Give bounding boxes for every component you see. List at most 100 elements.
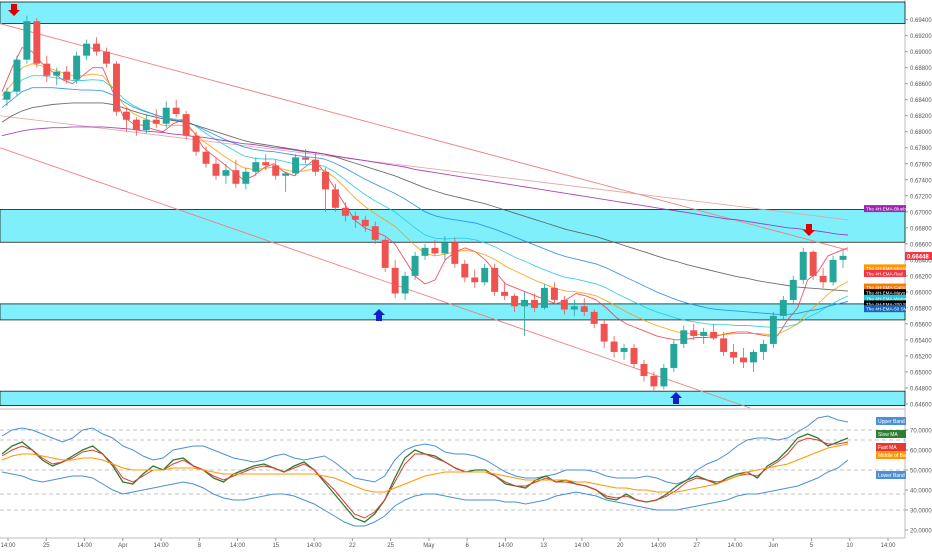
candle-body: [23, 21, 31, 60]
price-tick-label: 0.65600: [910, 322, 932, 328]
price-tick-label: 0.67200: [910, 194, 932, 200]
osc-tick-label: 20.00000: [910, 529, 932, 535]
candle-body: [381, 239, 389, 268]
candle-body: [222, 170, 230, 176]
candle-body: [242, 171, 250, 184]
time-tick-label: 14:00: [77, 543, 93, 549]
time-tick-label: 25: [387, 543, 394, 549]
ma-label-badge: [864, 289, 906, 297]
candle-body: [590, 311, 598, 324]
price-tick-label: 0.68400: [910, 98, 932, 104]
osc-legend-badge: [876, 430, 906, 438]
zone-band: [0, 209, 906, 243]
candle-body: [421, 247, 429, 256]
candle-body: [809, 251, 817, 276]
candle-body: [232, 170, 240, 184]
oscillator-legend: Upper Band Slow MA Fast MA Middle of Bands L…: [876, 417, 914, 479]
osc-tick-label: 40.00000: [910, 489, 932, 495]
price-axis: 0.69400 0.69200 0.69000 0.68800 0.68600 0.684…: [905, 18, 932, 408]
candle-body: [700, 331, 708, 336]
candle-body: [560, 299, 568, 310]
osc-legend-badge: [876, 417, 906, 425]
candle-body: [730, 351, 738, 358]
ma-label-text: The 4H-EMA-Carrot: [866, 285, 908, 290]
candle-body: [292, 157, 300, 174]
candle-body: [272, 165, 280, 176]
time-tick-label: 14:00: [727, 543, 743, 549]
signal-arrows: [8, 4, 815, 404]
candle-body: [83, 43, 91, 56]
ma-line: [1, 75, 849, 329]
price-tick-label: 0.69400: [910, 18, 932, 24]
candle-body: [351, 215, 359, 220]
candle-body: [749, 351, 757, 363]
candle-body: [680, 330, 688, 344]
candle-body: [252, 162, 260, 172]
price-tick-label: 0.64800: [910, 386, 932, 392]
current-price-badge: [905, 252, 932, 261]
candle-body: [630, 347, 638, 364]
time-tick-label: 13: [540, 543, 547, 549]
zone-band: [0, 390, 906, 406]
time-tick-label: May: [423, 543, 434, 549]
time-tick-label: 14:00: [0, 543, 16, 549]
candle-body: [759, 343, 767, 352]
ma-label-text: The 4H-EMA-Water: [866, 296, 907, 301]
osc-legend-text: Slow MA: [878, 432, 898, 438]
price-tick-label: 0.68600: [910, 82, 932, 88]
candle-body: [361, 219, 369, 227]
ma-label-badge: [864, 205, 906, 213]
trendlines: [0, 23, 849, 409]
candle-body: [3, 91, 11, 100]
trendline-mid: [0, 115, 849, 221]
osc-line: [1, 443, 849, 493]
price-tick-label: 0.65400: [910, 338, 932, 344]
ma-line: [1, 102, 849, 292]
osc-legend-text: Fast MA: [878, 445, 897, 451]
candle-body: [530, 299, 538, 308]
oscillator-series: [1, 415, 849, 527]
candle-body: [33, 21, 41, 64]
candle-body: [471, 277, 479, 283]
ma-label-badge: [864, 305, 906, 313]
candle-body: [122, 111, 130, 120]
candle-body: [262, 162, 270, 166]
price-tick-label: 0.65800: [910, 306, 932, 312]
oscillator-axis: 70.00000 60.00000 50.00000 40.00000 30.00000…: [905, 429, 932, 535]
candle-body: [341, 207, 349, 216]
candle-body: [600, 323, 608, 342]
candle-body: [401, 275, 409, 294]
candle-body: [441, 242, 449, 254]
candle-body: [282, 173, 290, 176]
time-tick-label: 14:00: [154, 543, 170, 549]
price-tick-label: 0.68200: [910, 114, 932, 120]
candle-body: [73, 55, 81, 80]
ma-label-text: The 4H-EMA-Mayo: [866, 291, 906, 296]
price-tick-label: 0.65200: [910, 354, 932, 360]
time-tick-label: 10: [846, 543, 853, 549]
signal-arrow-down: [803, 224, 815, 236]
time-tick-label: 14:00: [574, 543, 590, 549]
time-tick-label: 5: [810, 543, 814, 549]
price-tick-label: 0.66600: [910, 242, 932, 248]
candle-body: [580, 306, 588, 312]
candle-body: [740, 357, 747, 363]
price-tick-label: 0.68800: [910, 66, 932, 72]
candle-body: [461, 263, 469, 278]
candle-body: [162, 107, 170, 124]
time-tick-label: 14:00: [880, 543, 896, 549]
candle-body: [839, 255, 847, 260]
candle-body: [620, 347, 628, 352]
time-tick-label: 27: [693, 543, 700, 549]
osc-legend-text: Middle of Bands: [878, 453, 914, 459]
osc-tick-label: 30.00000: [910, 509, 932, 515]
time-tick-label: 14:00: [307, 543, 323, 549]
osc-tick-label: 50.00000: [910, 469, 932, 475]
candle-body: [321, 171, 329, 190]
ma-label-badge: [864, 300, 906, 308]
candle-body: [690, 330, 698, 336]
price-tick-label: 0.66000: [910, 290, 932, 296]
candle-body: [431, 247, 439, 254]
